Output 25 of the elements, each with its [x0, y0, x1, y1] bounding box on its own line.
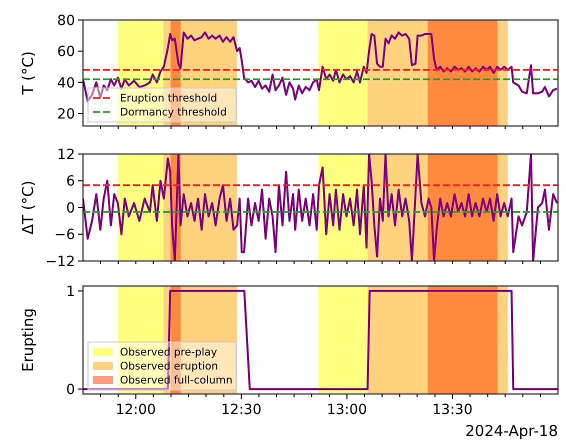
y-tick-label: −12 — [45, 254, 75, 270]
y-tick-label: 1 — [66, 284, 75, 300]
legend-label: Dormancy threshold — [120, 106, 227, 119]
band-label: Observed full-column — [120, 374, 232, 387]
y-tick-label: 80 — [57, 12, 75, 29]
y-axis-title: Erupting — [19, 308, 37, 372]
band-label: Observed eruption — [120, 360, 218, 373]
y-tick-label: 0 — [66, 382, 75, 398]
y-tick-label: 40 — [57, 75, 75, 92]
y-tick-label: −6 — [54, 227, 76, 244]
y-tick-label: 12 — [57, 146, 75, 163]
line-series — [83, 31, 558, 102]
y-tick-label: 20 — [57, 106, 75, 122]
text: 2024-Apr-18 — [465, 422, 558, 440]
x-tick-label: 13:00 — [326, 402, 368, 418]
y-axis-title: ΔT (°C) — [19, 180, 37, 234]
y-tick-label: 0 — [66, 200, 75, 216]
y-axis-title: T (°C) — [19, 51, 37, 96]
x-tick-label: 12:00 — [116, 402, 156, 418]
y-tick-label: 60 — [57, 44, 75, 60]
band-label: Observed pre-play — [120, 346, 218, 359]
y-tick-label: 6 — [66, 174, 76, 190]
x-tick-label: 12:30 — [221, 402, 262, 418]
x-tick-label: 13:30 — [432, 402, 473, 418]
legend-label: Eruption threshold — [120, 92, 218, 105]
